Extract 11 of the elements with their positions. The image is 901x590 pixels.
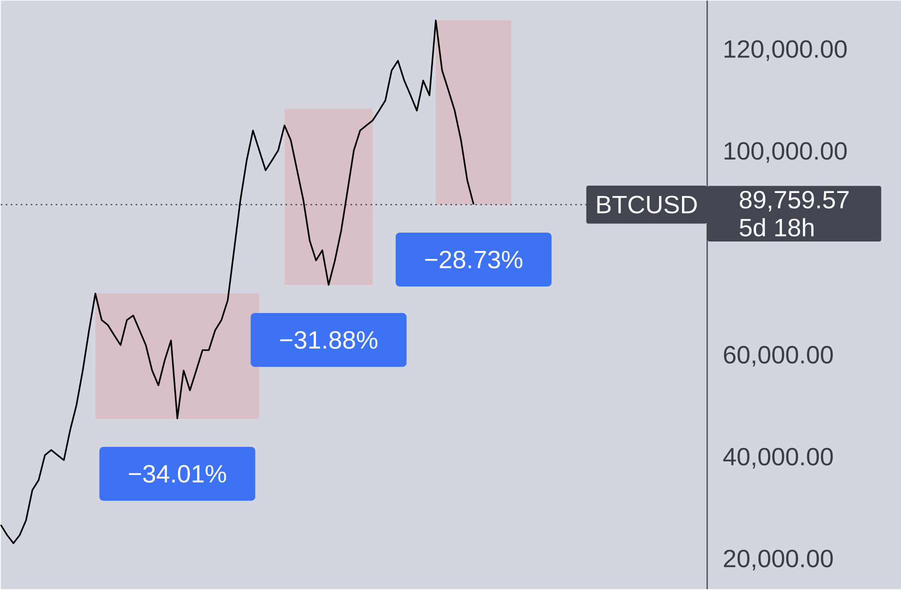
y-tick-label: 60,000.00 <box>724 346 833 367</box>
text: 5d 18h <box>740 218 814 237</box>
y-tick-label: 40,000.00 <box>723 448 833 469</box>
y-tick-label: 120,000.00 <box>724 40 847 62</box>
y-tick-label: 100,000.00 <box>724 142 847 163</box>
text: 89,759.57 <box>740 190 849 212</box>
ref-line-label: BTCUSD <box>597 196 697 214</box>
y-tick-label: 20,000.00 <box>724 550 833 571</box>
band-label: −31.88% <box>280 331 378 349</box>
band-label: −34.01% <box>128 465 226 483</box>
band-label: −28.73% <box>425 250 522 269</box>
